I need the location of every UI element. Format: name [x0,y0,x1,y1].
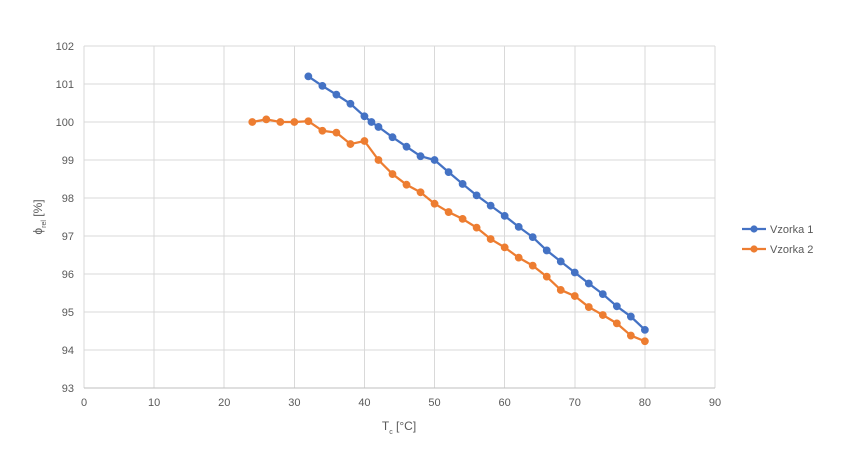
legend-swatch-marker [750,245,758,253]
y-tick-label: 100 [56,117,74,129]
y-axis-title: ϕrel [%] [31,199,48,234]
grid [83,45,716,388]
series-1-point [500,211,509,220]
series-2-point [346,140,355,148]
x-tick-label: 60 [499,397,511,409]
x-tick-label: 0 [81,397,87,409]
series-1-point [367,118,376,126]
legend-swatch-marker [750,225,758,233]
series-1-point [472,191,481,200]
y-tick-label: 98 [62,193,74,205]
x-tick-label: 10 [148,397,160,409]
y-tick-label: 94 [62,345,74,357]
x-tick-label: 80 [639,397,651,409]
series-1-point [430,156,439,164]
series-2-point [598,311,607,319]
series-1-point [458,180,467,188]
series-2-point [304,117,313,126]
y-tick-label: 95 [62,307,74,319]
y-tick-label: 102 [56,41,74,53]
series-2-point [626,331,635,340]
series-1-point [416,152,425,161]
legend-label: Vzorka 1 [770,224,813,236]
y-tick-label: 93 [62,383,74,395]
series-group [248,72,649,346]
series-2-point [640,337,649,346]
series-1-point [402,142,411,151]
series-1-point [640,325,649,334]
series-1-point [304,72,313,81]
legend-item: Vzorka 2 [742,244,813,256]
series-1-point [598,290,607,299]
series-2-point [416,188,425,197]
series-1-point [584,279,593,288]
y-tick-label: 99 [62,155,74,167]
y-tick-label: 97 [62,231,74,243]
legend: Vzorka 1 Vzorka 2 [742,224,813,256]
x-tick-label: 70 [569,397,581,409]
series-1-point [556,257,565,266]
series-2-point [430,199,439,208]
series-2-point [318,126,327,135]
series-2-point [290,118,299,126]
x-tick-label: 20 [218,397,230,409]
y-tick-label: 96 [62,269,74,281]
series-2-point [458,214,467,223]
series-1-point [514,222,523,231]
series-1-point [346,99,355,108]
series-2-point [472,223,481,232]
series-2-point [248,118,257,126]
series-1-point [626,312,635,321]
series-1-point [318,82,327,90]
series-1-point [388,133,397,142]
series-2-point [388,170,397,178]
series-1-point [332,90,341,99]
series-1-point [542,246,551,255]
series-2-point [360,137,369,145]
series-2-point [542,272,551,281]
legend-item: Vzorka 1 [742,224,813,236]
series-2-point [332,128,341,137]
x-axis-title: Tc [°C] [382,419,416,436]
series-2-point [570,292,579,300]
series-1-point [374,123,383,131]
series-1-point [486,201,495,210]
legend-label: Vzorka 2 [770,244,813,256]
series-2-point [528,261,537,270]
series-2 [248,115,649,346]
series-2-point [276,118,285,126]
series-1-point [570,268,579,277]
series-2-point [612,319,621,328]
series-1-point [528,233,537,242]
series-2-point [584,303,593,311]
x-tick-label: 50 [428,397,440,409]
series-1-point [612,302,621,311]
x-tick-label: 40 [358,397,370,409]
series-1 [304,72,649,334]
series-2-point [374,156,383,164]
series-2-point [262,115,271,124]
series-2-point [486,235,495,243]
series-1-point [360,112,369,121]
x-tick-label: 30 [288,397,300,409]
series-2-point [402,180,411,189]
y-tick-label: 101 [56,79,74,91]
series-2-point [500,243,509,252]
series-1-line [307,75,647,331]
series-2-point [556,286,565,294]
series-2-point [444,208,453,216]
series-2-point [514,253,523,262]
x-tick-label: 90 [709,397,721,409]
series-1-point [444,168,453,177]
